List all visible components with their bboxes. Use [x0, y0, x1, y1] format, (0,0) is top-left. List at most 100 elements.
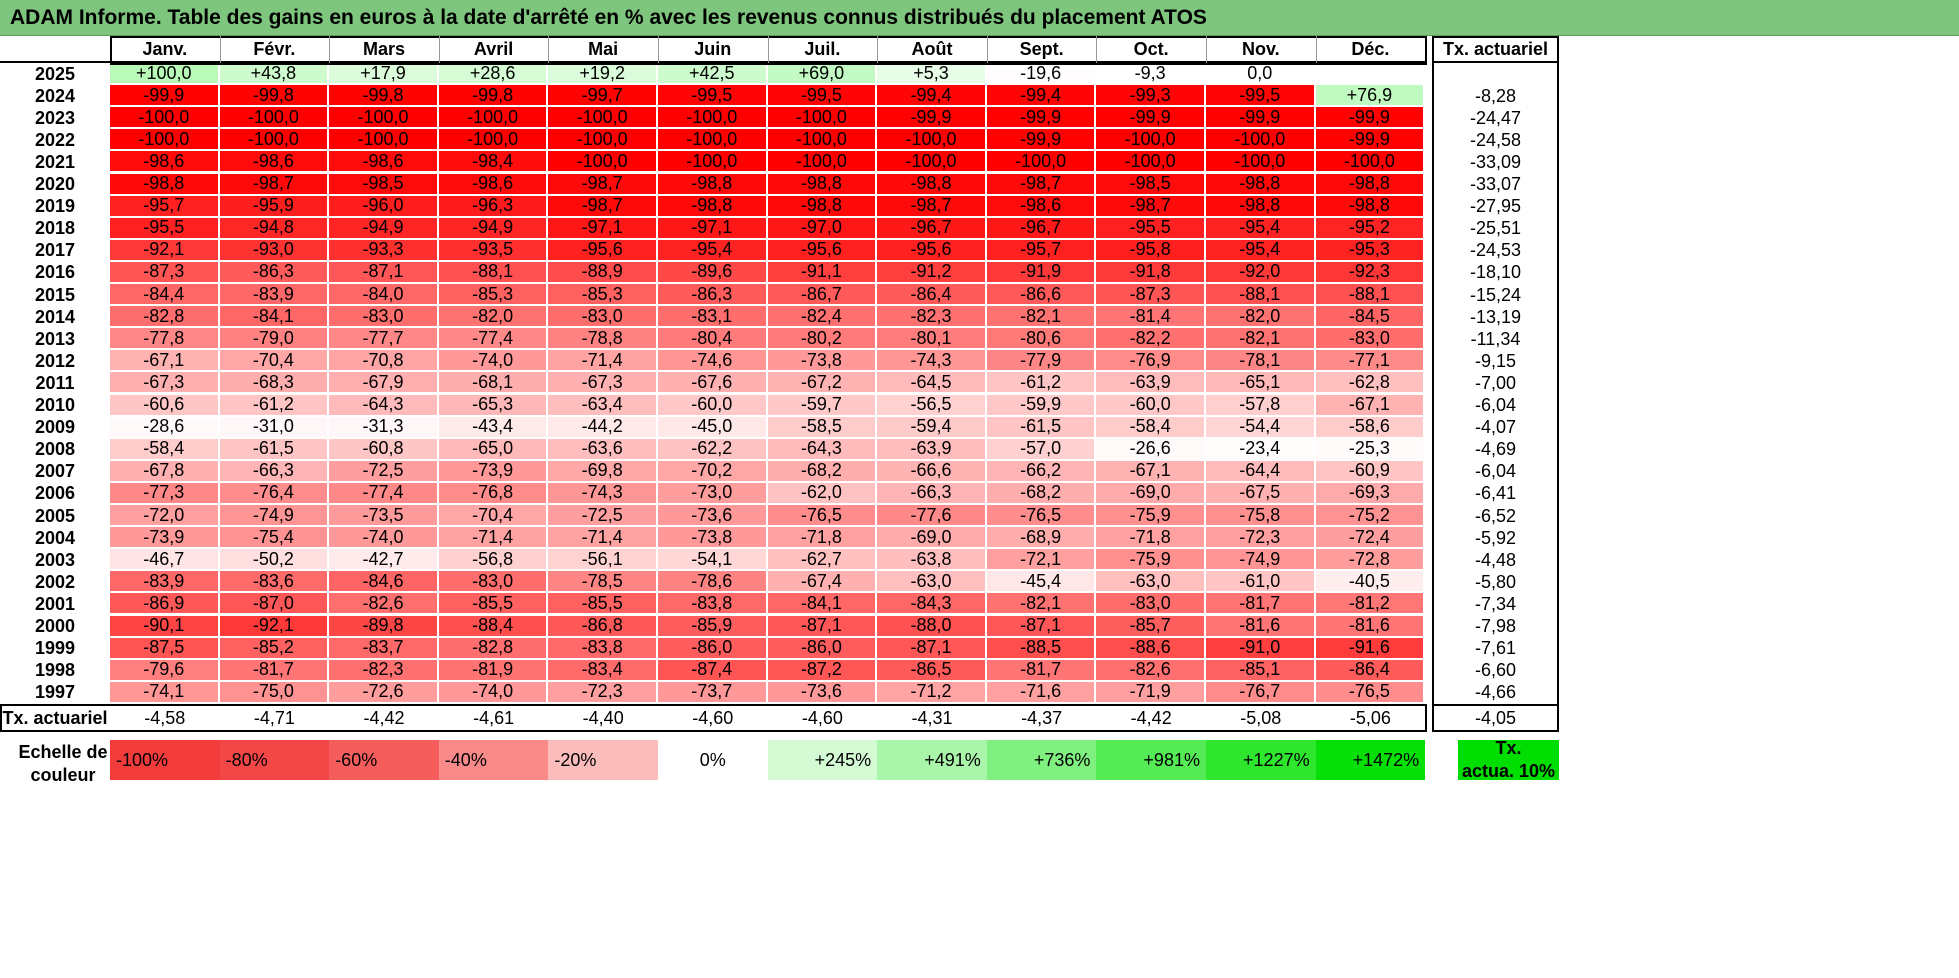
actuarial-key-line2: actua. 10% [1461, 761, 1556, 781]
table-cell: -73,6 [767, 681, 878, 704]
table-cell: +28,6 [438, 63, 549, 86]
rate-cell: -13,19 [1469, 306, 1522, 327]
table-cell: -75,9 [1096, 505, 1206, 528]
table-cell: -86,3 [658, 284, 768, 307]
table-cell: -70,4 [219, 350, 330, 373]
rate-cell: -7,61 [1474, 638, 1517, 659]
table-cell: -73,8 [658, 527, 768, 550]
year-label: 2001 [34, 593, 76, 614]
table-cell: -76,4 [219, 482, 330, 505]
year-label: 2022 [34, 129, 76, 150]
table-cell: -88,5 [986, 637, 1097, 660]
table-cell: -92,0 [1206, 261, 1316, 284]
year-label: 1998 [34, 660, 76, 681]
table-cell: -81,7 [986, 659, 1097, 682]
table-cell: -84,6 [329, 571, 439, 594]
year-label: 2021 [34, 151, 76, 172]
table-cell: -71,4 [438, 527, 549, 550]
table-cell: -74,1 [110, 681, 220, 704]
table-cell: -62,0 [767, 482, 878, 505]
table-cell: -60,0 [1096, 394, 1206, 417]
table-cell: -72,6 [329, 681, 439, 704]
table-cell: -98,7 [548, 173, 658, 196]
table-cell: -88,4 [438, 615, 549, 638]
year-label: 2017 [34, 240, 76, 261]
table-cell: -82,1 [986, 306, 1097, 329]
table-cell: -96,7 [877, 217, 987, 240]
table-cell: -58,6 [1315, 416, 1426, 439]
table-cell: -88,1 [1315, 284, 1426, 307]
table-cell: -44,2 [548, 416, 658, 439]
year-label: 2010 [34, 395, 76, 416]
rate-cell: -6,41 [1474, 483, 1517, 504]
table-cell: -81,4 [1096, 306, 1206, 329]
table-cell: -78,1 [1206, 350, 1316, 373]
table-cell: -9,3 [1096, 63, 1206, 86]
table-cell: -98,5 [1096, 173, 1206, 196]
table-cell: -77,6 [877, 505, 987, 528]
table-cell: -100,0 [329, 129, 439, 152]
table-cell: -94,8 [219, 217, 330, 240]
table-cell: -100,0 [658, 129, 768, 152]
table-cell: -100,0 [1206, 151, 1316, 174]
table-cell: -73,7 [658, 681, 768, 704]
table-cell: -73,8 [767, 350, 878, 373]
table-cell: -82,1 [986, 593, 1097, 616]
table-cell: -99,5 [658, 85, 768, 108]
table-cell: -67,5 [1206, 482, 1316, 505]
footer-cell: -4,42 [363, 708, 405, 729]
table-cell: -81,9 [438, 659, 549, 682]
table-cell: -100,0 [986, 151, 1097, 174]
table-cell: -65,0 [438, 438, 549, 461]
rate-cell: -5,92 [1474, 527, 1517, 548]
table-cell: -100,0 [1096, 129, 1206, 152]
table-cell: -99,3 [1096, 85, 1206, 108]
month-header: Juil. [804, 39, 841, 59]
table-cell: -74,3 [877, 350, 987, 373]
year-label: 2023 [34, 107, 76, 128]
table-cell: -43,4 [438, 416, 549, 439]
table-cell: -71,4 [548, 350, 658, 373]
table-cell: -85,3 [438, 284, 549, 307]
footer-cell: -4,31 [911, 708, 953, 729]
table-cell: -81,6 [1315, 615, 1426, 638]
table-cell: -98,6 [110, 151, 220, 174]
table-cell: -98,6 [438, 173, 549, 196]
table-cell: -56,8 [438, 549, 549, 572]
table-cell: -84,1 [219, 306, 330, 329]
table-cell: -73,5 [329, 505, 439, 528]
table-cell [1315, 63, 1426, 86]
rate-cell: -4,07 [1474, 417, 1517, 438]
table-cell: -59,9 [986, 394, 1097, 417]
month-header: Nov. [1241, 39, 1280, 59]
table-cell: -89,6 [658, 261, 768, 284]
table-cell: -67,3 [110, 372, 220, 395]
table-cell: -97,0 [767, 217, 878, 240]
table-cell: -60,6 [110, 394, 220, 417]
table-cell: -87,1 [986, 615, 1097, 638]
table-cell: -72,1 [986, 549, 1097, 572]
year-label: 1997 [34, 682, 76, 703]
table-cell: -63,0 [1096, 571, 1206, 594]
table-cell: -58,4 [110, 438, 220, 461]
table-cell: -88,0 [877, 615, 987, 638]
table-cell: -82,2 [1096, 328, 1206, 351]
table-cell: -67,9 [329, 372, 439, 395]
table-cell: -64,3 [329, 394, 439, 417]
rate-cell: -6,04 [1474, 461, 1517, 482]
table-cell: -67,8 [110, 460, 220, 483]
table-cell: -45,0 [658, 416, 768, 439]
table-cell: 0,0 [1206, 63, 1316, 86]
rate-cell: -7,98 [1474, 616, 1517, 637]
year-label: 2025 [34, 63, 76, 84]
table-cell: -86,8 [548, 615, 658, 638]
table-cell: -79,6 [110, 659, 220, 682]
table-cell: -57,8 [1206, 394, 1316, 417]
table-cell: -61,0 [1206, 571, 1316, 594]
table-cell: -54,4 [1206, 416, 1316, 439]
footer-cell: -4,60 [692, 708, 734, 729]
table-cell: -63,6 [548, 438, 658, 461]
table-cell: -86,7 [767, 284, 878, 307]
table-cell: -77,4 [438, 328, 549, 351]
table-cell: -73,0 [658, 482, 768, 505]
